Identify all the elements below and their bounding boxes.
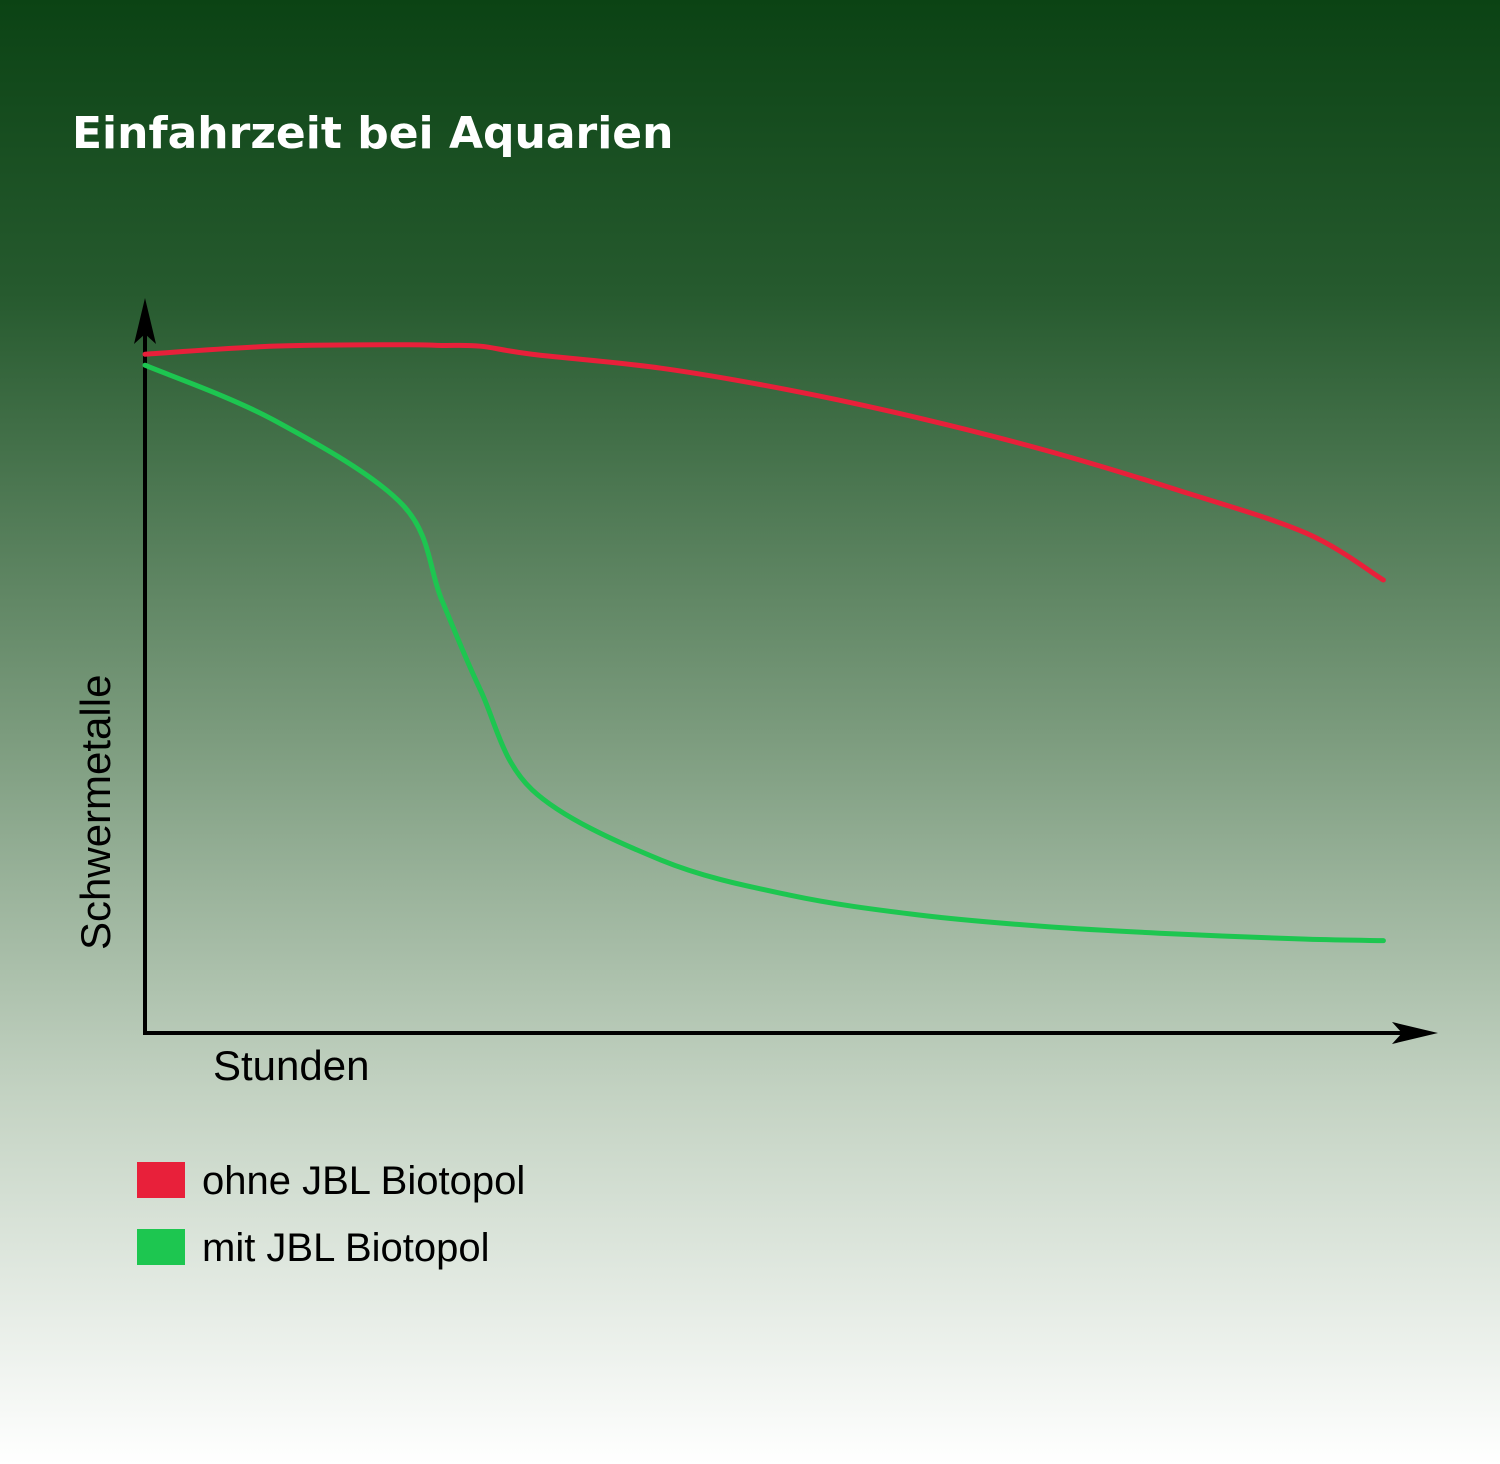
legend-label: mit JBL Biotopol	[202, 1226, 490, 1270]
y-axis-arrow	[134, 298, 156, 344]
chart-title: Einfahrzeit bei Aquarien	[72, 108, 673, 159]
y-axis-label: Schwermetalle	[72, 675, 119, 950]
data-line	[142, 362, 1386, 944]
legend-swatch	[137, 1162, 185, 1198]
data-line	[142, 342, 1386, 583]
legend-swatch	[137, 1229, 185, 1265]
legend-label: ohne JBL Biotopol	[202, 1159, 525, 1203]
x-axis-arrow	[1392, 1022, 1438, 1044]
x-axis-label: Stunden	[213, 1042, 369, 1089]
